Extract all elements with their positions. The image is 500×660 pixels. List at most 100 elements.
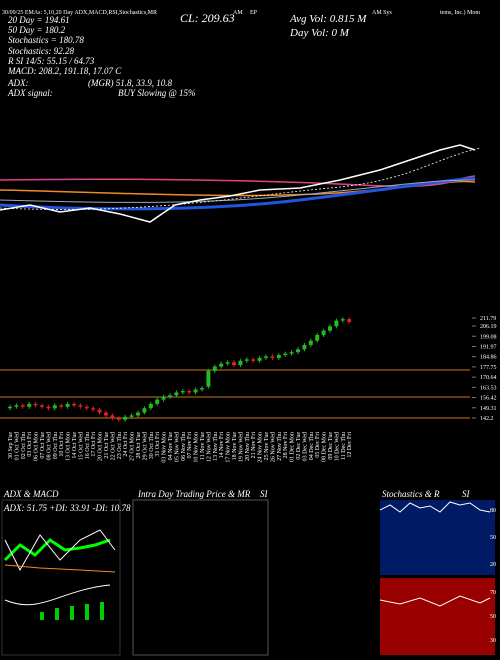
x-tick-label: 31 Oct Fri bbox=[155, 432, 161, 457]
close: CL: 209.63 bbox=[180, 11, 235, 25]
x-tick-label: 03 Dec Wed bbox=[302, 432, 308, 461]
candle-body bbox=[104, 412, 108, 416]
x-tick-label: 27 Oct Mon bbox=[130, 432, 136, 461]
x-tick-label: 15 Oct Wed bbox=[78, 432, 84, 460]
x-tick-label: 30 Oct Thu bbox=[149, 432, 155, 459]
x-tick-label: 13 Nov Thu bbox=[213, 432, 219, 461]
candle-body bbox=[334, 320, 339, 327]
x-tick-label: 08 Oct Wed bbox=[46, 432, 52, 460]
x-tick-label: 22 Oct Wed bbox=[110, 432, 116, 460]
x-tick-label: 03 Oct Fri bbox=[27, 432, 33, 457]
stoch: Stochastics: 92.28 bbox=[8, 46, 74, 56]
panel-label: 70 bbox=[490, 590, 496, 596]
x-tick-label: 28 Nov Fri bbox=[283, 432, 289, 459]
candle-body bbox=[244, 359, 249, 361]
y-tick-label: 177.75 bbox=[480, 365, 497, 371]
x-tick-label: 14 Nov Fri bbox=[219, 432, 225, 459]
y-tick-label: 184.86 bbox=[480, 355, 497, 361]
candle-body bbox=[129, 415, 134, 417]
x-tick-label: 10 Dec Wed bbox=[334, 432, 340, 461]
x-tick-label: 13 Oct Mon bbox=[66, 432, 72, 461]
candle-body bbox=[174, 392, 179, 396]
panel-label: 80 bbox=[490, 508, 496, 514]
candle-body bbox=[40, 405, 44, 407]
x-tick-label: 17 Oct Fri bbox=[91, 432, 97, 457]
candle-body bbox=[276, 355, 281, 358]
di-minus bbox=[4, 564, 116, 573]
y-tick-label: 170.64 bbox=[480, 375, 497, 381]
x-tick-label: 03 Nov Mon bbox=[162, 432, 168, 463]
panel-label: Stochastics & R bbox=[382, 489, 440, 499]
candle-body bbox=[65, 403, 70, 407]
candle-body bbox=[340, 319, 345, 321]
adx-signal: BUY Slowing @ 15% bbox=[118, 88, 196, 98]
candle-body bbox=[52, 405, 57, 409]
x-tick-label: 14 Oct Tue bbox=[72, 432, 78, 459]
candle-body bbox=[308, 340, 313, 346]
y-tick-label: 163.53 bbox=[480, 385, 497, 391]
candle-body bbox=[20, 405, 25, 407]
x-tick-label: 01 Oct Wed bbox=[14, 432, 20, 460]
panel-label: Intra Day Trading Price & MR bbox=[137, 489, 251, 499]
x-tick-label: 09 Dec Tue bbox=[328, 432, 334, 460]
candle-body bbox=[347, 319, 352, 323]
rsi-line bbox=[379, 595, 491, 607]
x-tick-label: 21 Oct Tue bbox=[104, 432, 110, 459]
candle-body bbox=[116, 418, 121, 420]
x-tick-label: 02 Oct Thu bbox=[21, 432, 27, 459]
candle-body bbox=[212, 366, 217, 371]
candle-body bbox=[302, 345, 307, 350]
ma50: 50 Day = 180.2 bbox=[8, 25, 66, 35]
stoch-line bbox=[379, 501, 491, 513]
hist-bar bbox=[55, 608, 59, 620]
x-tick-label: 12 Nov Wed bbox=[206, 432, 212, 462]
y-tick-label: 191.97 bbox=[480, 344, 497, 350]
day-vol: Day Vol: 0 M bbox=[289, 27, 350, 39]
y-tick-label: 156.42 bbox=[480, 396, 497, 402]
candle-body bbox=[180, 390, 185, 393]
x-tick-label: 23 Oct Thu bbox=[117, 432, 123, 459]
x-tick-label: 10 Oct Fri bbox=[59, 432, 65, 457]
candle-body bbox=[8, 406, 12, 409]
company: tems, Inc.) Mom bbox=[440, 9, 480, 16]
hist-bar bbox=[85, 604, 89, 620]
macd: MACD: 208.2, 191.18, 17.07 C bbox=[7, 66, 122, 76]
macd-line bbox=[4, 584, 111, 606]
x-tick-label: 24 Oct Fri bbox=[123, 432, 129, 457]
candle-body bbox=[110, 415, 115, 419]
di-line bbox=[4, 529, 116, 572]
candle-body bbox=[91, 408, 96, 410]
candle-body bbox=[27, 403, 32, 407]
panel-label: 50 bbox=[490, 535, 496, 541]
ema-blue bbox=[0, 176, 476, 211]
x-tick-label: 06 Oct Mon bbox=[34, 432, 40, 461]
ma20: 20 Day = 194.61 bbox=[8, 15, 70, 25]
panel-label: SI bbox=[462, 489, 471, 499]
candle-body bbox=[161, 396, 166, 400]
y-tick-label: 142.2 bbox=[480, 416, 494, 422]
rsi: R SI 14/5: 55.15 / 64.73 bbox=[7, 56, 95, 66]
x-tick-label: 20 Nov Thu bbox=[245, 432, 251, 461]
adx-values: (MGR) 51.8, 33.9, 10.8 bbox=[88, 78, 172, 88]
macd-hist bbox=[40, 602, 104, 620]
candle-body bbox=[219, 363, 224, 367]
adx: ADX: bbox=[7, 78, 29, 88]
intraday-panel bbox=[132, 499, 269, 656]
x-tick-label: 01 Dec Mon bbox=[290, 432, 296, 462]
y-tick-label: 149.31 bbox=[480, 406, 497, 412]
candle-body bbox=[187, 390, 192, 393]
hist-bar bbox=[100, 602, 104, 620]
hist-bar bbox=[70, 606, 74, 620]
y-tick-label: 206.19 bbox=[480, 324, 497, 330]
x-tick-label: 02 Dec Tue bbox=[296, 432, 302, 460]
x-tick-label: 24 Nov Mon bbox=[258, 432, 264, 463]
x-tick-label: 07 Oct Tue bbox=[40, 432, 46, 459]
candle-body bbox=[136, 412, 140, 416]
candle-body bbox=[232, 362, 236, 366]
panel-label: ADX & MACD bbox=[3, 489, 59, 499]
candle-body bbox=[257, 357, 262, 361]
candle-body bbox=[193, 389, 198, 393]
candle-body bbox=[283, 353, 288, 356]
candle-body bbox=[14, 405, 19, 407]
